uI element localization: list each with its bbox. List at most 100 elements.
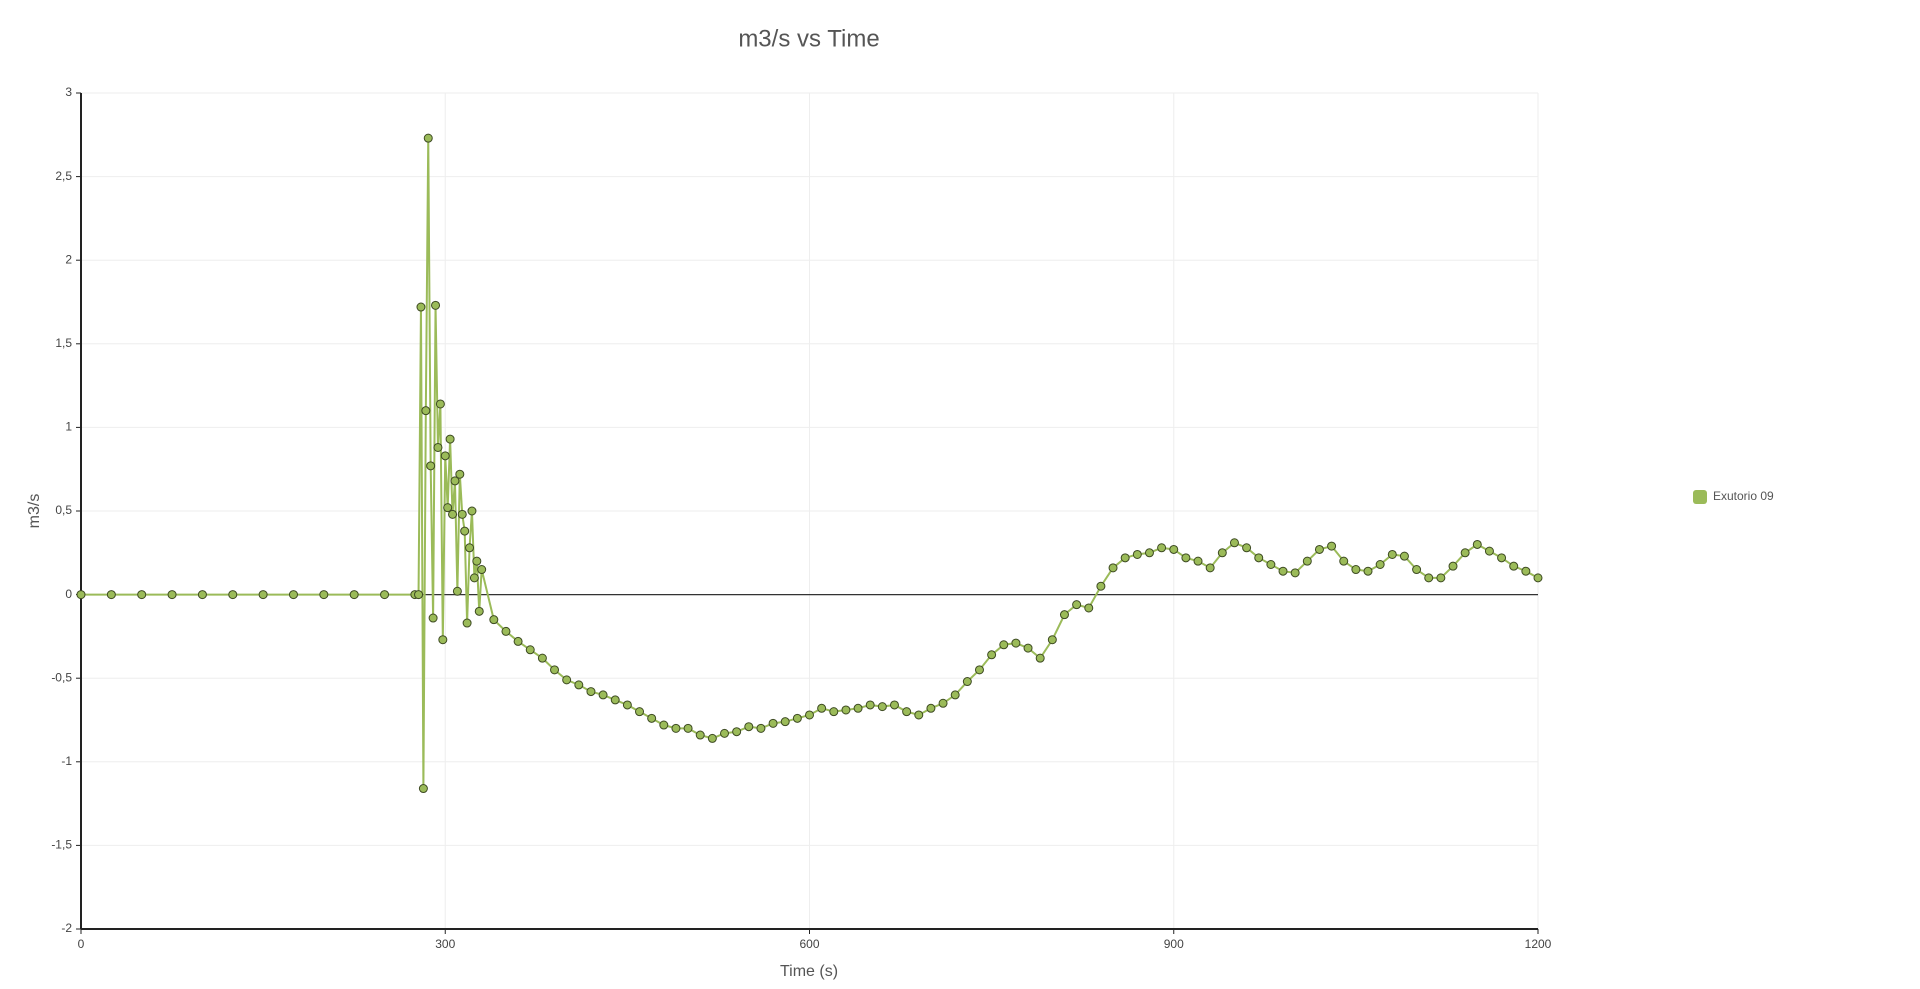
point bbox=[1144, 548, 1154, 558]
point bbox=[744, 722, 754, 732]
point bbox=[647, 713, 657, 723]
point bbox=[586, 687, 596, 697]
point bbox=[525, 645, 535, 655]
point bbox=[1059, 610, 1069, 620]
point bbox=[562, 675, 572, 685]
point bbox=[1327, 541, 1337, 551]
point bbox=[1375, 560, 1385, 570]
point bbox=[1242, 543, 1252, 553]
point bbox=[1339, 556, 1349, 566]
point bbox=[768, 718, 778, 728]
legend-label: Exutorio 09 bbox=[1713, 489, 1774, 503]
point bbox=[457, 509, 467, 519]
point bbox=[635, 707, 645, 717]
point bbox=[720, 728, 730, 738]
point bbox=[445, 434, 455, 444]
point bbox=[197, 590, 207, 600]
point bbox=[426, 461, 436, 471]
point bbox=[659, 720, 669, 730]
point bbox=[889, 700, 899, 710]
point bbox=[817, 703, 827, 713]
point bbox=[1169, 544, 1179, 554]
point bbox=[106, 590, 116, 600]
point bbox=[1011, 638, 1021, 648]
point bbox=[550, 665, 560, 675]
point bbox=[448, 509, 458, 519]
point bbox=[1412, 565, 1422, 575]
point bbox=[865, 700, 875, 710]
point bbox=[428, 613, 438, 623]
point bbox=[1047, 635, 1057, 645]
point bbox=[1254, 553, 1264, 563]
point bbox=[462, 618, 472, 628]
point bbox=[756, 723, 766, 733]
point bbox=[450, 476, 460, 486]
point bbox=[1278, 566, 1288, 576]
point bbox=[841, 705, 851, 715]
point bbox=[1363, 566, 1373, 576]
y-tick-label: 2 bbox=[65, 252, 72, 266]
y-tick-label: -1,5 bbox=[51, 838, 72, 852]
point bbox=[537, 653, 547, 663]
point bbox=[1448, 561, 1458, 571]
point bbox=[999, 640, 1009, 650]
x-tick-label: 1200 bbox=[1525, 937, 1552, 951]
point bbox=[319, 590, 329, 600]
point bbox=[472, 556, 482, 566]
point bbox=[455, 469, 465, 479]
point bbox=[421, 406, 431, 416]
y-tick-label: 0 bbox=[65, 587, 72, 601]
point bbox=[622, 700, 632, 710]
point bbox=[902, 707, 912, 717]
point bbox=[805, 710, 814, 720]
y-tick-label: -0,5 bbox=[51, 670, 72, 684]
point bbox=[938, 698, 948, 708]
point bbox=[1132, 549, 1142, 559]
point bbox=[853, 703, 863, 713]
point bbox=[443, 503, 453, 513]
point bbox=[1424, 573, 1434, 583]
point bbox=[349, 590, 359, 600]
y-tick-label: 1,5 bbox=[55, 336, 72, 350]
point bbox=[987, 650, 997, 660]
x-tick-label: 300 bbox=[435, 937, 455, 951]
point bbox=[926, 703, 936, 713]
point bbox=[452, 586, 462, 596]
y-axis-label: m3/s bbox=[26, 494, 43, 529]
point bbox=[416, 302, 426, 312]
point bbox=[1217, 548, 1227, 558]
point bbox=[671, 723, 681, 733]
point bbox=[598, 690, 608, 700]
point bbox=[380, 590, 390, 600]
point bbox=[258, 590, 268, 600]
point bbox=[513, 636, 523, 646]
point bbox=[1266, 560, 1276, 570]
point bbox=[467, 506, 477, 516]
point bbox=[610, 695, 620, 705]
point bbox=[76, 590, 86, 600]
point bbox=[423, 133, 433, 143]
point bbox=[1521, 566, 1531, 576]
point bbox=[877, 702, 887, 712]
point bbox=[1302, 556, 1312, 566]
y-tick-label: 0,5 bbox=[55, 503, 72, 517]
y-tick-label: 2,5 bbox=[55, 169, 72, 183]
point bbox=[683, 723, 693, 733]
x-axis-label: Time (s) bbox=[780, 963, 838, 980]
point bbox=[1205, 563, 1215, 573]
point bbox=[465, 543, 475, 553]
point bbox=[1181, 553, 1191, 563]
y-tick-label: -1 bbox=[61, 754, 72, 768]
point bbox=[431, 300, 441, 310]
point bbox=[829, 707, 839, 717]
point bbox=[477, 565, 487, 575]
point bbox=[1497, 553, 1507, 563]
point bbox=[469, 573, 479, 583]
point bbox=[418, 784, 428, 794]
point bbox=[1193, 556, 1203, 566]
point bbox=[574, 680, 584, 690]
point bbox=[474, 606, 484, 616]
point bbox=[1351, 565, 1361, 575]
